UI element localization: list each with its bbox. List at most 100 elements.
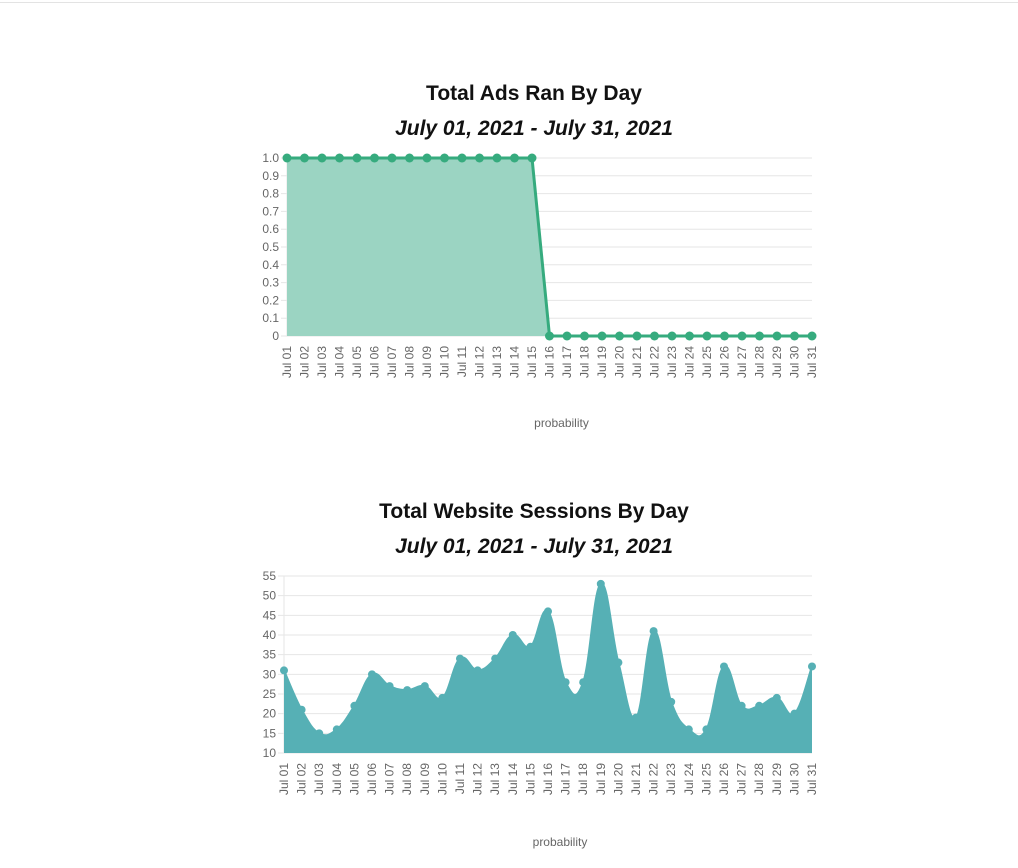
sessions-data-point[interactable] (438, 693, 447, 702)
sessions-data-point[interactable] (350, 701, 359, 710)
ads-y-tick-label: 0.3 (262, 276, 279, 290)
sessions-data-point[interactable] (808, 662, 816, 671)
ads-data-point[interactable] (370, 153, 379, 163)
ads-data-point[interactable] (335, 153, 344, 163)
sessions-x-axis-title: probability (533, 835, 588, 849)
sessions-data-point[interactable] (755, 701, 764, 710)
ads-data-point[interactable] (282, 153, 292, 163)
ads-data-point[interactable] (510, 153, 519, 163)
sessions-data-point[interactable] (772, 693, 781, 702)
sessions-data-point[interactable] (508, 631, 517, 639)
ads-chart-subtitle: July 01, 2021 - July 31, 2021 (395, 117, 673, 140)
ads-y-tick-label: 0.1 (262, 311, 279, 325)
ads-data-point[interactable] (405, 153, 414, 163)
ads-x-tick-label: Jul 29 (770, 346, 784, 378)
ads-data-point[interactable] (772, 331, 782, 341)
ads-data-point[interactable] (790, 331, 799, 341)
sessions-x-tick-label: Jul 23 (664, 763, 678, 795)
sessions-x-tick-label: Jul 21 (629, 763, 643, 795)
ads-y-tick-label: 0.9 (262, 169, 279, 183)
sessions-data-point[interactable] (596, 579, 605, 588)
ads-data-point[interactable] (475, 153, 484, 163)
ads-data-point[interactable] (440, 153, 449, 163)
ads-data-point[interactable] (755, 331, 764, 341)
ads-data-point[interactable] (562, 331, 572, 341)
sessions-x-tick-label: Jul 20 (611, 763, 625, 795)
sessions-data-point[interactable] (456, 654, 464, 663)
ads-x-tick-label: Jul 07 (385, 346, 399, 378)
sessions-data-point[interactable] (368, 670, 376, 679)
ads-x-tick-label: Jul 27 (735, 346, 749, 378)
sessions-data-point[interactable] (420, 682, 429, 691)
sessions-x-tick-label: Jul 09 (418, 763, 432, 795)
ads-data-point[interactable] (702, 331, 712, 341)
ads-data-point[interactable] (737, 331, 747, 341)
ads-data-point[interactable] (580, 331, 589, 341)
sessions-data-point[interactable] (332, 725, 341, 734)
ads-data-point[interactable] (492, 153, 502, 163)
sessions-x-tick-label: Jul 25 (699, 763, 713, 795)
sessions-y-tick-label: 10 (263, 746, 277, 760)
ads-data-point[interactable] (300, 153, 309, 163)
sessions-y-tick-label: 55 (263, 569, 277, 583)
ads-data-point[interactable] (527, 153, 537, 163)
sessions-data-point[interactable] (737, 701, 746, 710)
ads-data-point[interactable] (632, 331, 642, 341)
sessions-data-point[interactable] (667, 697, 676, 706)
ads-x-tick-label: Jul 02 (298, 346, 312, 378)
sessions-data-point[interactable] (649, 627, 658, 636)
ads-data-point[interactable] (685, 331, 694, 341)
sessions-x-tick-label: Jul 14 (506, 763, 520, 795)
ads-data-point[interactable] (457, 153, 467, 163)
sessions-y-tick-label: 30 (263, 667, 277, 681)
sessions-area-fill (284, 583, 812, 753)
ads-data-point[interactable] (352, 153, 362, 163)
sessions-data-point[interactable] (720, 662, 728, 671)
ads-data-point[interactable] (317, 153, 327, 163)
sessions-x-tick-label: Jul 02 (295, 763, 309, 795)
ads-data-point[interactable] (422, 153, 432, 163)
sessions-data-point[interactable] (790, 709, 799, 718)
ads-data-point[interactable] (650, 331, 659, 341)
ads-x-tick-label: Jul 06 (368, 346, 382, 378)
sessions-x-tick-label: Jul 08 (400, 763, 414, 795)
sessions-data-point[interactable] (702, 725, 711, 734)
sessions-data-point[interactable] (403, 686, 412, 695)
ads-x-tick-label: Jul 15 (525, 346, 539, 378)
ads-x-tick-label: Jul 23 (665, 346, 679, 378)
sessions-y-tick-label: 40 (263, 628, 277, 642)
ads-data-point[interactable] (387, 153, 397, 163)
sessions-data-point[interactable] (544, 607, 552, 616)
sessions-data-point[interactable] (297, 705, 306, 714)
sessions-data-point[interactable] (632, 713, 640, 722)
sessions-data-point[interactable] (473, 666, 482, 675)
ads-data-point[interactable] (720, 331, 729, 341)
sessions-data-point[interactable] (280, 666, 288, 675)
ads-data-point[interactable] (667, 331, 677, 341)
sessions-x-tick-label: Jul 26 (717, 763, 731, 795)
ads-x-tick-label: Jul 20 (613, 346, 627, 378)
sessions-chart-title: Total Website Sessions By Day (379, 500, 689, 523)
sessions-x-tick-label: Jul 29 (770, 763, 784, 795)
sessions-data-point[interactable] (579, 678, 588, 687)
sessions-x-tick-label: Jul 04 (330, 763, 344, 795)
ads-data-point[interactable] (615, 331, 624, 341)
sessions-data-point[interactable] (315, 729, 324, 738)
sessions-x-tick-label: Jul 22 (647, 763, 661, 795)
sessions-x-tick-label: Jul 31 (805, 763, 819, 795)
ads-data-point[interactable] (545, 331, 554, 341)
sessions-data-point[interactable] (614, 658, 623, 667)
ads-points (282, 153, 817, 341)
sessions-data-point[interactable] (561, 678, 570, 687)
sessions-x-tick-label: Jul 30 (787, 763, 801, 795)
ads-area-fill (287, 158, 812, 336)
sessions-data-point[interactable] (684, 725, 693, 734)
sessions-y-tick-label: 20 (263, 707, 277, 721)
sessions-data-point[interactable] (491, 654, 500, 663)
sessions-data-point[interactable] (526, 642, 535, 651)
ads-data-point[interactable] (597, 331, 607, 341)
sessions-data-point[interactable] (385, 682, 394, 691)
ads-data-point[interactable] (807, 331, 817, 341)
